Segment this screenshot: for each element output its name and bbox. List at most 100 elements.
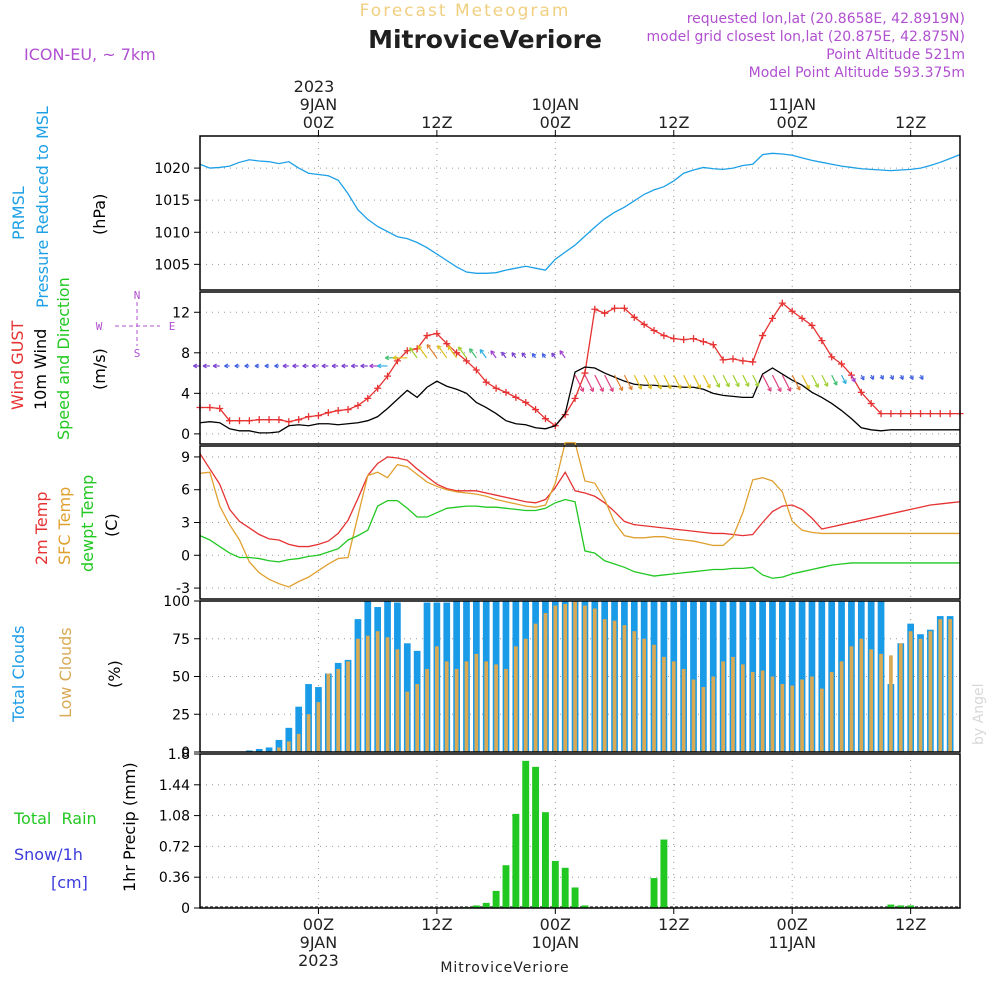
wind-direction-arrow bbox=[409, 347, 418, 359]
pressure-unit: (hPa) bbox=[90, 194, 109, 235]
wind-direction-arrow bbox=[633, 374, 642, 390]
wind-arrow-head bbox=[754, 382, 760, 387]
bottom-time-label: 00Z bbox=[540, 915, 571, 934]
rain-bar bbox=[512, 813, 520, 908]
wind-gust-marker bbox=[324, 409, 332, 417]
low-clouds-bar bbox=[632, 631, 637, 752]
low-clouds-bar bbox=[780, 684, 785, 752]
low-clouds-bar bbox=[523, 638, 528, 752]
low-clouds-bar bbox=[869, 649, 874, 752]
wind-arrow-head bbox=[282, 363, 287, 369]
wind-direction-arrow bbox=[417, 345, 428, 359]
wind-gust-label: Wind GUST bbox=[8, 320, 27, 410]
wind-gust-marker bbox=[926, 410, 934, 418]
total-clouds-bar bbox=[265, 747, 273, 752]
y-tick-label: 75 bbox=[172, 632, 190, 648]
low-clouds-bar bbox=[889, 655, 893, 752]
wind-direction-arrow bbox=[752, 374, 759, 387]
wind-arrow-head bbox=[437, 344, 442, 350]
wind-gust-marker bbox=[867, 399, 875, 407]
total-clouds-bar bbox=[255, 748, 263, 752]
wind-arrow-head bbox=[579, 387, 585, 392]
tsfc-line bbox=[199, 442, 960, 588]
wind-arrow-head bbox=[899, 375, 904, 381]
top-date-label: 10JAN bbox=[531, 95, 579, 114]
wind-direction-arrow bbox=[643, 374, 652, 390]
wind-arrow-head bbox=[744, 382, 750, 387]
top-date-label: 11JAN bbox=[768, 95, 816, 114]
low-clouds-bar bbox=[721, 661, 725, 752]
wind-gust-marker bbox=[295, 416, 303, 424]
wind-gust-marker bbox=[364, 394, 372, 402]
rain-bar bbox=[897, 905, 905, 908]
wind-arrow-head bbox=[531, 352, 537, 358]
wind-arrow-head bbox=[212, 363, 217, 369]
low-clouds-bar bbox=[819, 688, 824, 752]
top-hour-label: 00Z bbox=[303, 113, 334, 132]
wind-direction-arrow bbox=[673, 374, 682, 389]
total-clouds-bar bbox=[295, 706, 303, 752]
wind-gust-marker bbox=[759, 332, 767, 340]
precipitation-panel: 0 0.36 0.72 1.08 1.44 1.8 bbox=[159, 747, 961, 917]
low-clouds-bar bbox=[543, 613, 548, 752]
rain-bar bbox=[887, 904, 895, 908]
wind-gust-marker bbox=[887, 410, 895, 418]
low-clouds-bar bbox=[375, 631, 380, 752]
wind-gust-marker bbox=[226, 417, 234, 425]
pressure-frame bbox=[199, 135, 961, 291]
wind-arrow-head bbox=[657, 384, 662, 390]
low-clouds-bar bbox=[563, 604, 568, 752]
wind-gust-marker bbox=[384, 372, 392, 380]
wind-gust-marker bbox=[946, 410, 954, 418]
wind-gust-marker bbox=[601, 309, 609, 317]
wind-gust-marker bbox=[245, 417, 253, 425]
wind-gust-marker bbox=[314, 412, 322, 420]
wind-arrow-head bbox=[417, 345, 423, 350]
t2m-label: 2m Temp bbox=[32, 492, 51, 566]
y-tick-label: 0.72 bbox=[159, 839, 190, 855]
wind-arrow-head bbox=[234, 363, 239, 369]
wind-direction-arrow bbox=[771, 374, 782, 392]
wind-gust-marker bbox=[768, 314, 776, 322]
wind-arrow-head bbox=[851, 377, 856, 383]
wind-arrow-head bbox=[350, 363, 356, 369]
low-clouds-bar bbox=[425, 668, 429, 752]
temp-unit: (C) bbox=[102, 513, 121, 537]
wind-arrow-head bbox=[559, 350, 564, 355]
wind-gust-marker bbox=[591, 305, 599, 313]
clouds-panel: 0 25 50 75 100 bbox=[163, 594, 961, 761]
wind-10m-label: 10m Wind bbox=[31, 329, 50, 410]
wind-direction-arrow bbox=[574, 374, 584, 392]
rain-bar bbox=[650, 878, 658, 908]
y-tick-label: 0 bbox=[181, 427, 190, 443]
low-clouds-bar bbox=[731, 656, 735, 752]
low-clouds-bar bbox=[829, 671, 834, 752]
wind-arrow-head bbox=[869, 375, 875, 381]
wind-gust-marker bbox=[206, 404, 214, 412]
wind-gust-marker bbox=[660, 332, 668, 340]
wind-gust-marker bbox=[611, 304, 619, 312]
wind-direction-arrow bbox=[712, 374, 720, 388]
wind-gust-marker bbox=[917, 410, 925, 418]
low-clouds-bar bbox=[879, 653, 883, 752]
low-clouds-bar bbox=[938, 619, 943, 752]
rain-bar bbox=[482, 902, 490, 908]
top-hour-label: 00Z bbox=[540, 113, 571, 132]
wind-arrow-head bbox=[706, 384, 711, 389]
wind-gust-marker bbox=[847, 371, 855, 379]
y-tick-label: 1.44 bbox=[159, 778, 190, 794]
wind-direction-arrow bbox=[722, 374, 730, 388]
wind-10m-line bbox=[199, 366, 960, 434]
wind-direction-arrow bbox=[447, 345, 458, 359]
bottom-time-label: 12Z bbox=[421, 915, 452, 934]
snow-unit-label: [cm] bbox=[51, 873, 88, 892]
low-clouds-bar bbox=[395, 649, 400, 752]
wind-gust-marker bbox=[433, 330, 441, 338]
wind-arrow-head bbox=[814, 383, 819, 388]
wind-arrow-head bbox=[551, 352, 556, 358]
rain-bar bbox=[472, 905, 480, 908]
wind-arrow-head bbox=[823, 382, 829, 387]
low-clouds-bar bbox=[435, 646, 439, 752]
wind-gust-marker bbox=[788, 307, 796, 315]
